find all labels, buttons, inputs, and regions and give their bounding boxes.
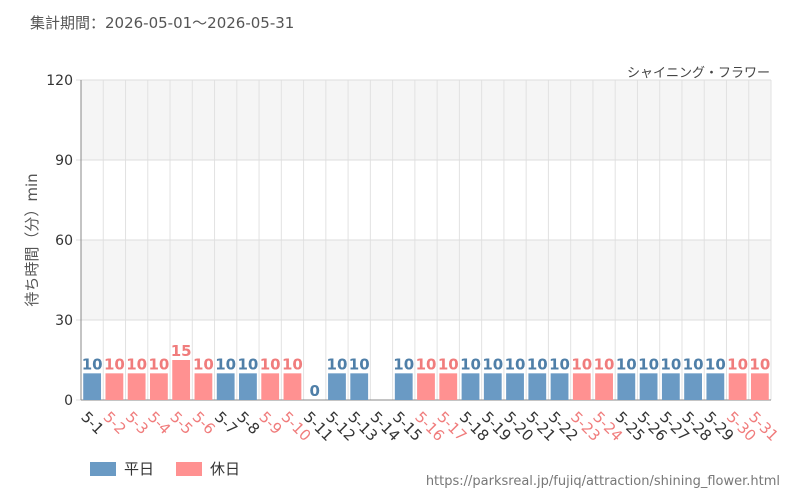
bar [105, 373, 124, 400]
data-label: 10 [727, 355, 748, 373]
bar [528, 373, 547, 400]
data-label: 10 [327, 355, 348, 373]
data-label: 10 [260, 355, 281, 373]
bar [506, 373, 524, 400]
period-title: 集計期間：2026-05-01～2026-05-31 [30, 14, 295, 32]
data-label: 10 [82, 355, 103, 373]
bar [595, 373, 613, 400]
data-label: 10 [438, 355, 459, 373]
plot-band [81, 80, 771, 160]
data-label: 10 [594, 355, 615, 373]
data-label: 10 [416, 355, 437, 373]
attraction-name: シャイニング・フラワー [626, 66, 770, 81]
data-label: 10 [683, 355, 704, 373]
data-label: 10 [616, 355, 637, 373]
bar [483, 373, 502, 400]
data-label: 10 [571, 355, 592, 373]
legend-item-holiday[interactable]: 休日 [176, 458, 240, 479]
data-label: 10 [282, 355, 303, 373]
data-label: 0 [309, 382, 319, 400]
bar [572, 373, 591, 400]
bar [328, 373, 346, 400]
data-label: 10 [705, 355, 726, 373]
legend-swatch-weekday [90, 461, 116, 476]
data-label: 10 [126, 355, 147, 373]
bar [550, 373, 569, 400]
bar [127, 373, 146, 400]
y-tick-label: 90 [55, 153, 73, 169]
legend: 平日 休日 [90, 458, 240, 479]
bar [194, 373, 213, 400]
data-label: 10 [393, 355, 414, 373]
bar [394, 373, 413, 400]
legend-swatch-holiday [176, 461, 203, 476]
data-label: 10 [527, 355, 548, 373]
bar [350, 373, 369, 400]
bar [83, 373, 102, 400]
legend-label-weekday: 平日 [124, 460, 155, 478]
bar [150, 373, 168, 400]
bar [617, 373, 636, 400]
data-label: 10 [215, 355, 236, 373]
data-label: 10 [638, 355, 659, 373]
data-label: 10 [749, 355, 770, 373]
plot-band [81, 240, 771, 320]
bar [706, 373, 725, 400]
bar [417, 373, 435, 400]
data-label: 10 [482, 355, 503, 373]
bar [439, 373, 458, 400]
legend-item-weekday[interactable]: 平日 [90, 458, 154, 479]
data-label: 10 [237, 355, 258, 373]
plot-band [81, 160, 771, 240]
data-label: 10 [104, 355, 125, 373]
data-label: 15 [171, 342, 192, 360]
bar [172, 360, 191, 400]
data-label: 10 [349, 355, 370, 373]
bar [239, 373, 257, 400]
y-tick-label: 0 [64, 393, 73, 409]
data-label: 10 [505, 355, 526, 373]
data-label: 10 [460, 355, 481, 373]
bar [639, 373, 658, 400]
data-label: 10 [660, 355, 681, 373]
bar [283, 373, 302, 400]
data-label: 10 [549, 355, 570, 373]
data-label: 10 [148, 355, 169, 373]
bar [216, 373, 235, 400]
bar [261, 373, 280, 400]
bar [661, 373, 680, 400]
bar [461, 373, 480, 400]
data-label: 10 [193, 355, 214, 373]
bar [684, 373, 702, 400]
y-axis-title: 待ち時間（分）min [23, 173, 41, 306]
y-tick-label: 120 [46, 73, 73, 89]
bar [728, 373, 747, 400]
source-url[interactable]: https://parksreal.jp/fujiq/attraction/sh… [425, 474, 780, 489]
y-tick-label: 60 [55, 233, 73, 249]
legend-label-holiday: 休日 [210, 460, 241, 478]
bar [750, 373, 769, 400]
y-tick-label: 30 [55, 313, 73, 329]
